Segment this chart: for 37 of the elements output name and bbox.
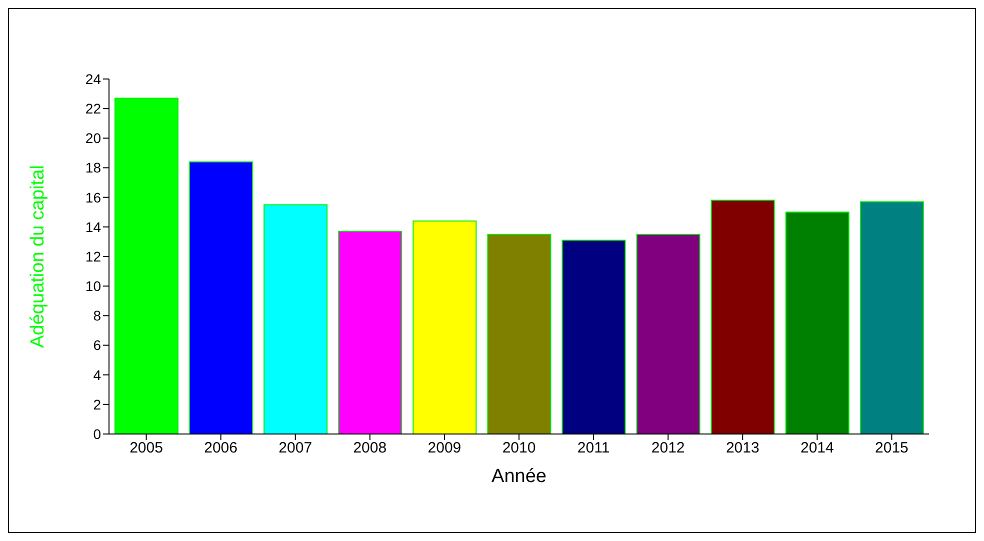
bar <box>264 204 328 434</box>
y-tick-label: 12 <box>85 248 102 264</box>
bar <box>636 234 700 434</box>
x-tick-label: 2007 <box>278 440 312 457</box>
bar <box>114 98 178 434</box>
bar <box>785 212 850 434</box>
x-tick-label: 2014 <box>800 440 834 457</box>
x-tick-label: 2013 <box>726 440 760 457</box>
y-tick-label: 20 <box>85 130 102 146</box>
y-tick-label: 0 <box>93 426 102 442</box>
x-tick-label: 2011 <box>577 440 610 457</box>
y-tick-label: 24 <box>85 70 102 87</box>
x-axis-title: Année <box>492 466 546 487</box>
y-axis-title: Adéquation du capital <box>28 165 49 348</box>
y-tick-label: 8 <box>93 308 102 324</box>
bar <box>860 201 924 434</box>
x-tick-label: 2010 <box>502 440 536 457</box>
bar <box>338 230 402 434</box>
y-tick-label: 2 <box>93 396 102 412</box>
x-tick-label: 2009 <box>428 440 462 457</box>
x-tick-label: 2006 <box>204 440 238 457</box>
y-tick-label: 10 <box>85 278 102 294</box>
y-tick-label: 6 <box>93 337 102 354</box>
y-tick-label: 14 <box>85 218 102 235</box>
bar <box>412 220 477 434</box>
y-tick-label: 18 <box>85 160 102 176</box>
y-tick-label: 22 <box>85 100 102 117</box>
bar <box>562 240 626 434</box>
x-tick-label: 2008 <box>353 440 387 457</box>
bar <box>189 161 254 434</box>
y-tick-label: 4 <box>93 366 102 383</box>
x-tick-label: 2005 <box>130 440 163 457</box>
bar <box>487 234 552 434</box>
y-tick-label: 16 <box>85 189 102 206</box>
x-tick-label: 2012 <box>651 440 685 457</box>
x-tick-label: 2015 <box>875 440 908 457</box>
bar <box>710 200 775 434</box>
